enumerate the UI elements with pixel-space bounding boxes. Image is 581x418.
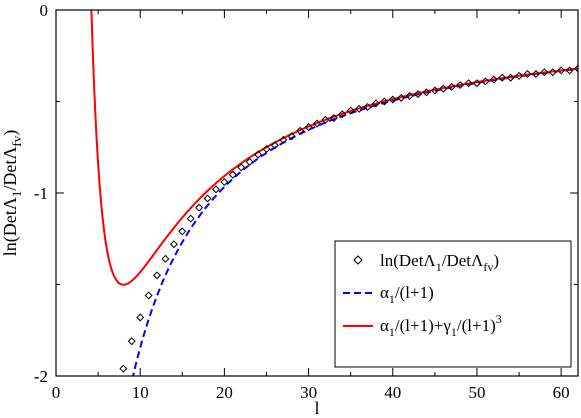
y-tick-label: -1 bbox=[34, 184, 48, 203]
y-tick-label: 0 bbox=[40, 1, 49, 20]
x-tick-label: 50 bbox=[468, 383, 485, 402]
x-tick-label: 40 bbox=[384, 383, 401, 402]
data-point bbox=[221, 179, 228, 186]
data-point bbox=[120, 365, 127, 372]
data-point bbox=[204, 195, 211, 202]
y-tick-label: -2 bbox=[34, 367, 48, 386]
data-point bbox=[137, 314, 144, 321]
x-tick-label: 60 bbox=[553, 383, 570, 402]
data-point bbox=[162, 256, 169, 263]
data-point bbox=[154, 272, 161, 279]
x-axis-label: l bbox=[314, 398, 319, 418]
data-point bbox=[179, 228, 186, 235]
data-point bbox=[145, 292, 152, 299]
x-tick-label: 10 bbox=[132, 383, 149, 402]
data-point bbox=[196, 204, 203, 211]
x-tick-label: 0 bbox=[52, 383, 61, 402]
legend: ln(DetΛ1/DetΛfv) α1/(l+1) α1/(l+1)+γ1/(l… bbox=[335, 241, 571, 367]
x-tick-label: 20 bbox=[216, 383, 233, 402]
data-point bbox=[128, 338, 135, 345]
legend-entry-alpha-gamma: α1/(l+1)+γ1/(l+1)3 bbox=[380, 312, 502, 339]
data-point bbox=[213, 186, 220, 193]
y-axis-label: ln(DetΛ1/DetΛfv) bbox=[0, 130, 24, 256]
data-point bbox=[187, 215, 194, 222]
data-point bbox=[171, 241, 178, 248]
